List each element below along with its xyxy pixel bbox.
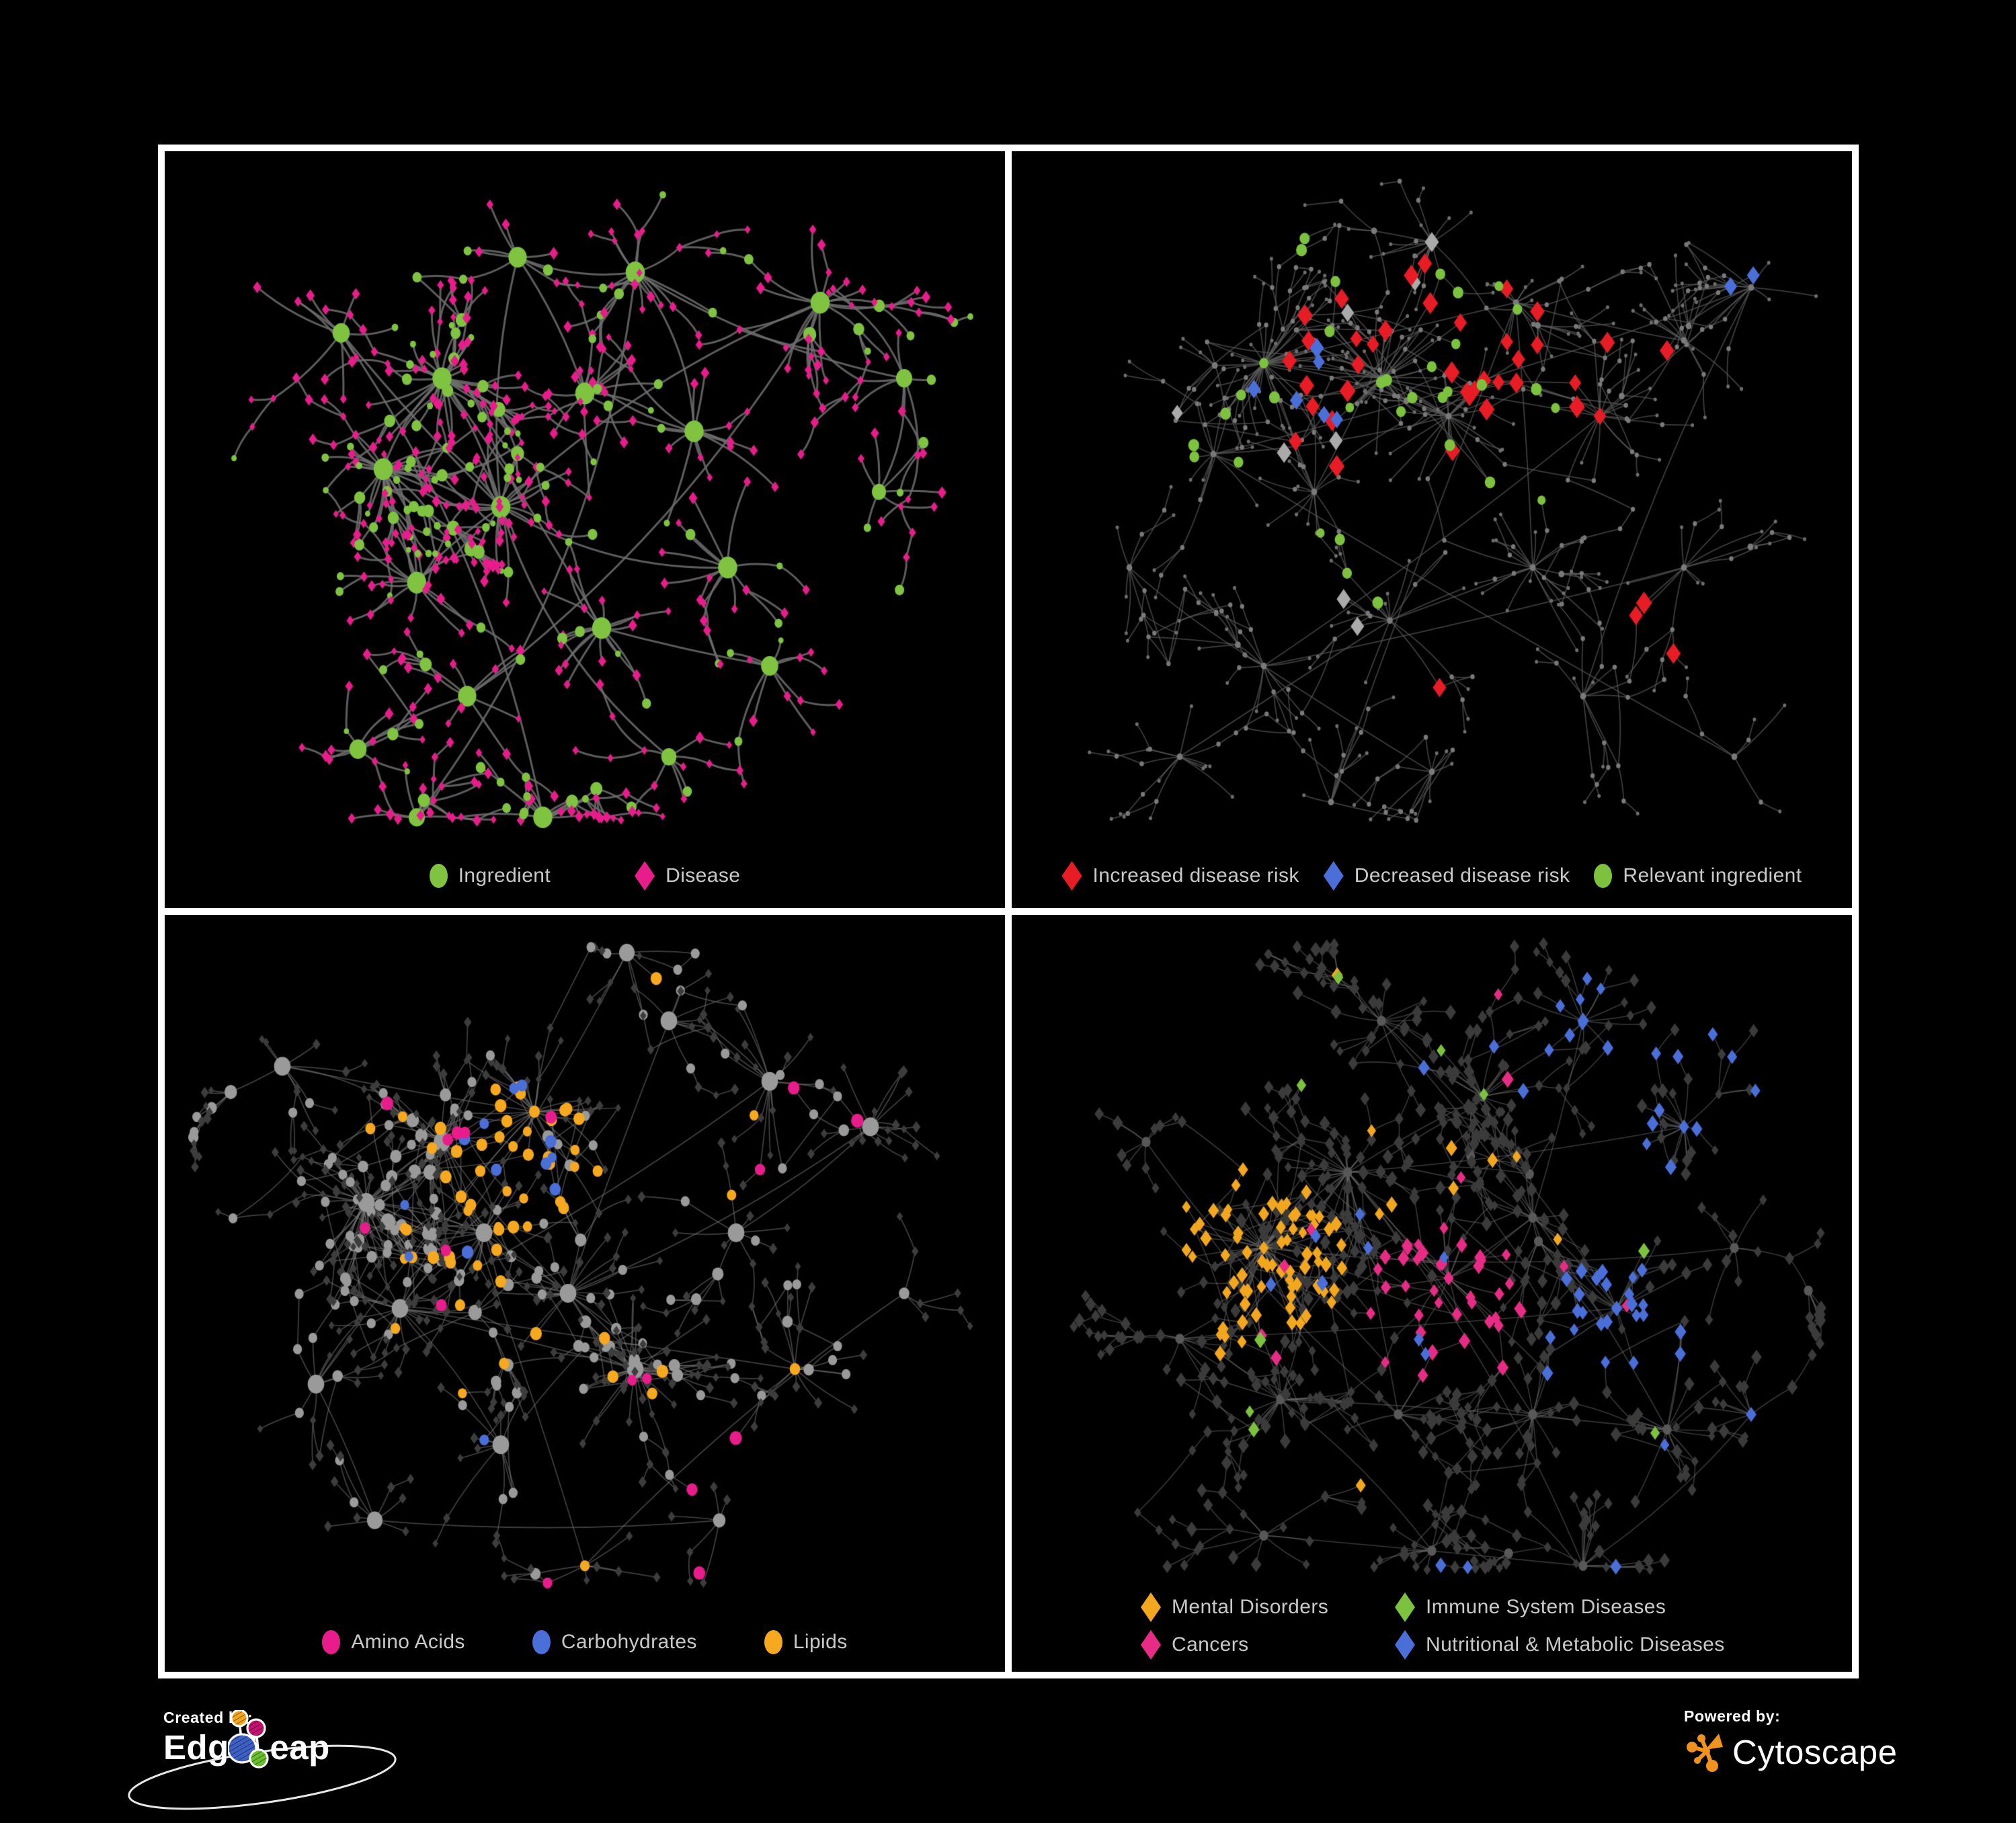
- powered-by-label: Powered by:: [1684, 1707, 1781, 1725]
- panel-nutrient-classes: Amino Acids Carbohydrates Lipids: [165, 915, 1005, 1672]
- legend-label: Decreased disease risk: [1354, 864, 1570, 887]
- figure-grid: Ingredient Disease Increased disease ris…: [158, 145, 1859, 1678]
- legend-disease-risk: Increased disease risk Decreased disease…: [1012, 861, 1852, 891]
- legend-item-relevant-ingredient: Relevant ingredient: [1594, 864, 1802, 888]
- legend-label: Increased disease risk: [1092, 864, 1299, 887]
- immune-system-diseases-marker-icon: [1395, 1592, 1415, 1622]
- legend-label: Immune System Diseases: [1426, 1596, 1666, 1618]
- panel-disease-categories: Mental Disorders Immune System Diseases …: [1012, 915, 1852, 1672]
- legend-label: Relevant ingredient: [1623, 864, 1802, 887]
- disease-marker-icon: [635, 861, 655, 891]
- disease-categories-network-canvas: [1012, 915, 1852, 1672]
- edgeleap-network-icon: [228, 1710, 269, 1769]
- legend-label: Ingredient: [458, 864, 551, 887]
- legend-label: Nutritional & Metabolic Diseases: [1426, 1633, 1725, 1656]
- legend-item-amino-acids: Amino Acids: [322, 1630, 465, 1654]
- legend-item-nutritional-metabolic-diseases: Nutritional & Metabolic Diseases: [1395, 1630, 1725, 1660]
- cytoscape-wordmark: Cytoscape: [1732, 1732, 1898, 1771]
- nutrient-classes-network-canvas: [165, 915, 1005, 1672]
- created-by-label: Created by:: [163, 1709, 253, 1726]
- panel-disease-risk: Increased disease risk Decreased disease…: [1012, 151, 1852, 908]
- legend-item-mental-disorders: Mental Disorders: [1141, 1592, 1395, 1622]
- mental-disorders-marker-icon: [1141, 1592, 1161, 1622]
- legend-item-increased-risk: Increased disease risk: [1061, 861, 1299, 891]
- disease-risk-network-canvas: [1012, 151, 1852, 908]
- powered-by-block: Powered by: Cytoscape: [1684, 1707, 1966, 1801]
- nutritional-metabolic-diseases-marker-icon: [1395, 1630, 1415, 1660]
- created-by-block: Created by: EdgeLeap: [128, 1709, 486, 1823]
- legend-disease-categories: Mental Disorders Immune System Diseases …: [1012, 1592, 1852, 1660]
- increased-risk-marker-icon: [1061, 861, 1082, 891]
- legend-item-ingredient: Ingredient: [429, 864, 551, 888]
- panel-ingredient-disease: Ingredient Disease: [165, 151, 1005, 908]
- cancers-marker-icon: [1141, 1630, 1161, 1660]
- legend-label: Carbohydrates: [561, 1631, 697, 1653]
- legend-nutrient-classes: Amino Acids Carbohydrates Lipids: [165, 1630, 1005, 1654]
- legend-label: Mental Disorders: [1172, 1596, 1329, 1618]
- legend-label: Amino Acids: [351, 1631, 465, 1653]
- legend-label: Lipids: [793, 1631, 848, 1653]
- legend-ingredient-disease: Ingredient Disease: [165, 861, 1005, 891]
- legend-item-cancers: Cancers: [1141, 1630, 1395, 1660]
- ingredient-disease-network-canvas: [165, 151, 1005, 908]
- legend-item-lipids: Lipids: [764, 1630, 848, 1654]
- relevant-ingredient-marker-icon: [1594, 864, 1613, 888]
- amino-acids-marker-icon: [322, 1630, 341, 1654]
- cytoscape-logo-icon: [1687, 1734, 1723, 1772]
- lipids-marker-icon: [764, 1630, 782, 1654]
- decreased-risk-marker-icon: [1323, 861, 1344, 891]
- carbohydrates-marker-icon: [532, 1630, 551, 1654]
- legend-item-disease: Disease: [635, 861, 740, 891]
- legend-item-decreased-risk: Decreased disease risk: [1323, 861, 1570, 891]
- legend-item-carbohydrates: Carbohydrates: [532, 1630, 697, 1654]
- legend-label: Cancers: [1172, 1633, 1249, 1656]
- ingredient-marker-icon: [429, 864, 448, 888]
- legend-item-immune-system-diseases: Immune System Diseases: [1395, 1592, 1725, 1622]
- legend-label: Disease: [666, 864, 741, 887]
